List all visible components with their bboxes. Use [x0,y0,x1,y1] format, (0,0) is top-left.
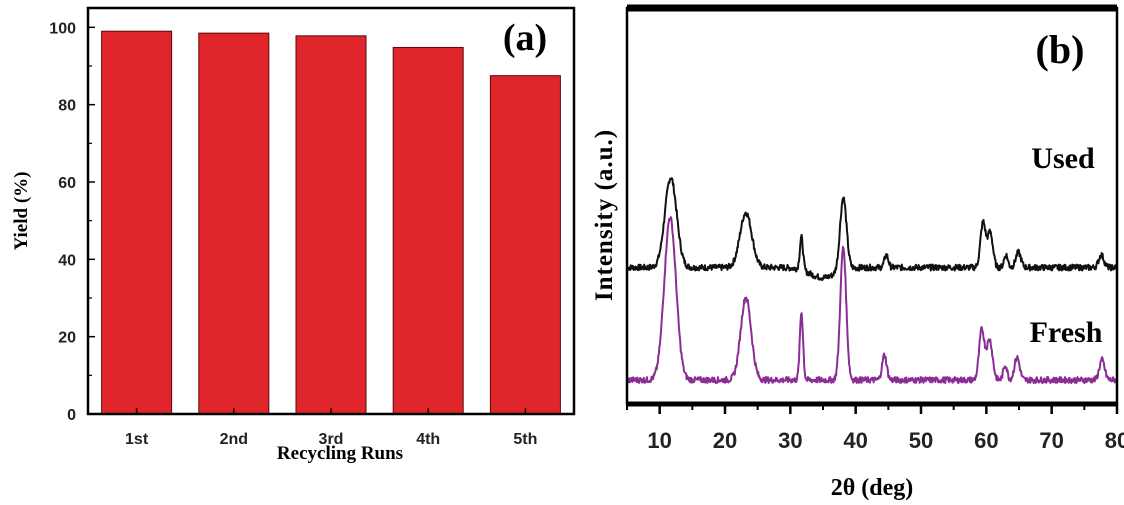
x-axis-ticks: 10 20 30 40 50 60 70 80 [626,404,1124,453]
y-tick-label: 20 [58,330,76,347]
y-tick-label: 40 [58,252,76,269]
bar [295,35,367,415]
bar [198,32,270,415]
y-axis-title: Yield (%) [11,172,32,251]
x-tick-label: 5th [513,431,537,448]
x-axis-title: Recycling Runs [277,443,403,464]
x-tick-label: 70 [1039,428,1063,453]
x-tick-label: 60 [974,428,998,453]
xrd-line-fresh [626,216,1118,384]
x-axis-ticks: 1st 2nd 3rd 4th 5th [125,408,537,448]
y-tick-label: 60 [58,175,76,192]
panel-a-label: (a) [503,17,547,59]
panel-a: 0 20 40 60 80 100 1st 2nd 3rd 4th 5th (a) Recycli… [11,6,576,464]
xrd-series [626,177,1118,384]
x-tick-label: 3rd [319,431,344,448]
x-axis-title: 2θ (deg) [831,475,914,501]
y-tick-label: 100 [49,20,76,37]
bar-series [101,30,561,415]
x-tick-label: 40 [843,428,867,453]
bar [101,30,173,415]
panel-b-label: (b) [1036,27,1085,72]
y-axis-title: Intensity (a.u.) [591,129,618,301]
x-tick-label: 1st [125,431,149,448]
x-tick-label: 20 [713,428,737,453]
y-tick-label: 0 [67,407,76,424]
x-tick-label: 80 [1105,428,1124,453]
y-axis-ticks: 0 20 40 60 80 100 [49,20,95,424]
y-tick-label: 80 [58,98,76,115]
x-tick-label: 50 [909,428,933,453]
bar [392,46,464,415]
x-tick-label: 30 [778,428,802,453]
x-tick-label: 2nd [220,431,248,448]
xrd-line-used [626,177,1118,281]
legend-used-label: Used [1031,142,1095,175]
legend-fresh-label: Fresh [1030,316,1103,349]
bar [489,75,561,415]
panel-b: 10 20 30 40 50 60 70 80 (b) Used Fresh 2θ (deg)… [591,4,1124,501]
x-tick-label: 10 [647,428,671,453]
x-tick-label: 4th [416,431,440,448]
